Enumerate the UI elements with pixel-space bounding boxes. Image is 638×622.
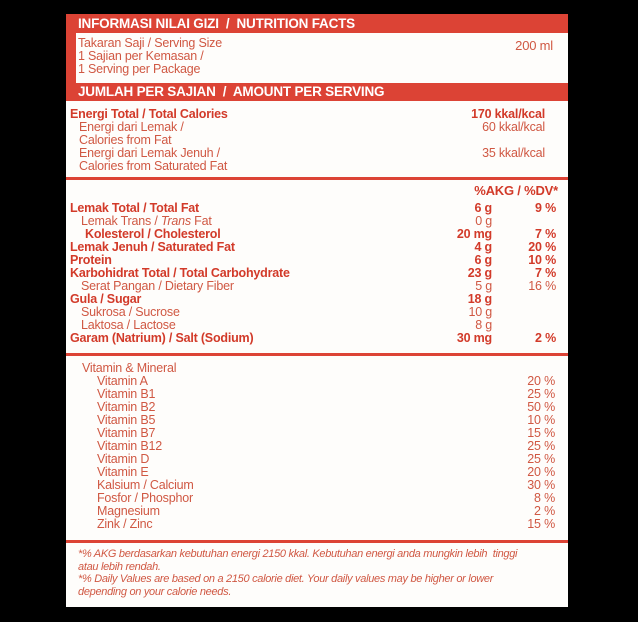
energy-total-label: Energi Total / Total Calories	[70, 107, 228, 121]
divider-line	[66, 177, 568, 180]
serving-size-section: Takaran Saji / Serving Size 1 Sajian per…	[66, 33, 568, 83]
trans-fat-label: Lemak Trans / Trans Fat	[81, 214, 212, 228]
footnote-dv-line-1: *% Daily Values are based on a 2150 calo…	[78, 573, 494, 585]
table-row-vitamin-d: Vitamin D 25 %	[97, 452, 555, 466]
energy-total-value: 170 kkal/kcal	[471, 107, 545, 121]
divider-line	[66, 540, 568, 543]
header-bar-nutrition-facts: INFORMASI NILAI GIZI / NUTRITION FACTS	[66, 14, 568, 33]
energy-from-satfat-label: Energi dari Lemak Jenuh / Calories from …	[79, 146, 228, 173]
nutrition-facts-label: INFORMASI NILAI GIZI / NUTRITION FACTS T…	[66, 14, 568, 607]
servings-per-package-id: 1 Sajian per Kemasan /	[78, 49, 204, 63]
table-row-vitamin-a: Vitamin A 20 %	[97, 374, 555, 388]
table-row-vitamin-b1: Vitamin B1 25 %	[97, 387, 555, 401]
serving-size-value: 200 ml	[515, 38, 553, 53]
table-row-total-carbohydrate: Karbohidrat Total / Total Carbohydrate 2…	[70, 266, 556, 280]
energy-from-fat-label: Energi dari Lemak / Calories from Fat	[79, 120, 184, 147]
energy-from-fat-value: 60 kkal/kcal	[482, 120, 545, 134]
table-row-saturated-fat: Lemak Jenuh / Saturated Fat 4 g 20 %	[70, 240, 556, 254]
energy-from-fat-row: Energi dari Lemak / Calories from Fat 60…	[66, 121, 568, 147]
vitamins-minerals-title: Vitamin & Mineral	[82, 361, 177, 375]
table-row-vitamin-b12: Vitamin B12 25 %	[97, 439, 555, 453]
nutrients-table: Lemak Total / Total Fat 6 g 9 % Lemak Tr…	[66, 202, 568, 345]
table-row-magnesium: Magnesium 2 %	[97, 504, 555, 518]
daily-value-column-header: %AKG / %DV*	[474, 183, 558, 198]
footnote-akg-line-1: *% AKG berdasarkan kebutuhan energi 2150…	[78, 548, 518, 560]
table-row-dietary-fiber: Serat Pangan / Dietary Fiber 5 g 16 %	[81, 279, 556, 293]
label-body: Energi Total / Total Calories 170 kkal/k…	[66, 101, 568, 598]
table-row-lactose: Laktosa / Lactose 8 g	[81, 318, 492, 332]
table-row-zinc: Zink / Zinc 15 %	[97, 517, 555, 531]
table-row-cholesterol: Kolesterol / Cholesterol 20 mg 7 %	[85, 227, 556, 241]
table-row-vitamin-b5: Vitamin B5 10 %	[97, 413, 555, 427]
energy-total-row: Energi Total / Total Calories 170 kkal/k…	[66, 108, 568, 121]
servings-per-package-en: 1 Serving per Package	[78, 62, 201, 76]
amount-per-serving-bar: JUMLAH PER SAJIAN / AMOUNT PER SERVING	[66, 83, 568, 101]
table-row-sugar: Gula / Sugar 18 g	[70, 292, 492, 306]
vitamins-minerals-section: Vitamin & Mineral Vitamin A 20 % Vitamin…	[66, 362, 568, 531]
table-row-phosphor: Fosfor / Phosphor 8 %	[97, 491, 555, 505]
table-row-vitamin-b2: Vitamin B2 50 %	[97, 400, 555, 414]
table-row-trans-fat: Lemak Trans / Trans Fat 0 g	[66, 215, 568, 228]
table-row-calcium: Kalsium / Calcium 30 %	[97, 478, 555, 492]
energy-from-satfat-row: Energi dari Lemak Jenuh / Calories from …	[66, 147, 568, 173]
table-row-vitamin-b7: Vitamin B7 15 %	[97, 426, 555, 440]
table-row-sucrose: Sukrosa / Sucrose 10 g	[81, 305, 492, 319]
table-row-vitamin-e: Vitamin E 20 %	[97, 465, 555, 479]
table-row-protein: Protein 6 g 10 %	[70, 253, 556, 267]
footnote-dv-line-2: depending on your calorie needs.	[78, 585, 232, 598]
footnote-akg-line-2: atau lebih rendah.	[78, 560, 161, 573]
serving-size-label: Takaran Saji / Serving Size	[78, 36, 222, 50]
table-row-salt-sodium: Garam (Natrium) / Salt (Sodium) 30 mg 2 …	[70, 331, 556, 345]
energy-from-satfat-value: 35 kkal/kcal	[482, 146, 545, 160]
footnotes-section: *% AKG berdasarkan kebutuhan energi 2150…	[66, 548, 568, 598]
divider-line	[66, 353, 568, 356]
table-row-total-fat: Lemak Total / Total Fat 6 g 9 %	[70, 201, 556, 215]
